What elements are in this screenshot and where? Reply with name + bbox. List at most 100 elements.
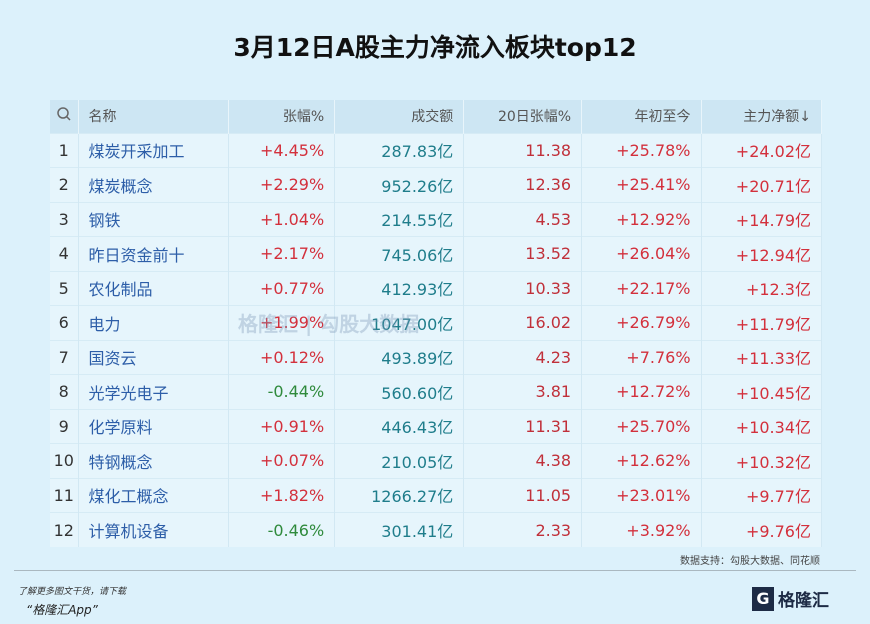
20d-change-cell: 13.52 <box>463 236 583 271</box>
rank-cell: 10 <box>50 443 79 478</box>
net-inflow-cell: +24.02亿 <box>701 132 823 168</box>
20d-change-cell: 4.23 <box>463 339 583 375</box>
col-ytd[interactable]: 年初至今 <box>581 100 702 133</box>
table-row[interactable]: 12 计算机设备 -0.46% 301.41亿 2.33 +3.92% +9.76亿 <box>50 512 823 547</box>
20d-change-cell: 4.53 <box>463 201 583 237</box>
rank-cell: 7 <box>50 339 79 375</box>
name-cell: 电力 <box>78 305 229 340</box>
name-cell: 国资云 <box>78 339 229 375</box>
ytd-cell: +12.72% <box>581 374 702 409</box>
rank-cell: 9 <box>50 408 79 444</box>
change-cell: -0.44% <box>228 374 336 409</box>
turnover-cell: 214.55亿 <box>334 201 465 237</box>
net-inflow-cell: +12.3亿 <box>701 270 823 306</box>
data-source: 数据支持：勾股大数据、同花顺 <box>680 556 820 567</box>
turnover-cell: 287.83亿 <box>334 132 465 168</box>
ytd-cell: +26.79% <box>581 305 702 340</box>
name-cell: 煤炭开采加工 <box>78 132 229 168</box>
page-title: 3月12日A股主力净流入板块top12 <box>233 33 637 62</box>
turnover-cell: 952.26亿 <box>334 167 465 202</box>
search-icon[interactable] <box>50 100 79 133</box>
col-20d-change[interactable]: 20日张幅% <box>463 100 583 133</box>
sector-table: 名称 张幅% 成交额 20日张幅% 年初至今 主力净额↓ 1 煤炭开采加工 +4.4… <box>50 100 823 547</box>
20d-change-cell: 12.36 <box>463 167 583 202</box>
20d-change-cell: 10.33 <box>463 270 583 306</box>
table-row[interactable]: 11 煤化工概念 +1.82% 1266.27亿 11.05 +23.01% +9.77亿 <box>50 477 823 513</box>
ytd-cell: +25.70% <box>581 408 702 444</box>
net-inflow-cell: +9.76亿 <box>701 512 823 547</box>
rank-cell: 11 <box>50 477 79 513</box>
name-cell: 煤炭概念 <box>78 167 229 202</box>
net-inflow-cell: +11.79亿 <box>701 305 823 340</box>
rank-cell: 8 <box>50 374 79 409</box>
watermark: 格隆汇 | 勾股大数据 <box>238 312 420 336</box>
net-inflow-cell: +10.45亿 <box>701 374 823 409</box>
20d-change-cell: 11.31 <box>463 408 583 444</box>
table-row[interactable]: 8 光学光电子 -0.44% 560.60亿 3.81 +12.72% +10.45亿 <box>50 374 823 409</box>
net-inflow-cell: +14.79亿 <box>701 201 823 237</box>
ytd-cell: +12.62% <box>581 443 702 478</box>
change-cell: +0.12% <box>228 339 336 375</box>
promo-text: 了解更多图文干货，请下载 <box>18 587 127 597</box>
20d-change-cell: 16.02 <box>463 305 583 340</box>
change-cell: +2.17% <box>228 236 336 271</box>
col-net-inflow[interactable]: 主力净额↓ <box>701 100 823 133</box>
net-inflow-cell: +10.32亿 <box>701 443 823 478</box>
table-header: 名称 张幅% 成交额 20日张幅% 年初至今 主力净额↓ <box>50 100 823 133</box>
ytd-cell: +25.78% <box>581 132 702 168</box>
20d-change-cell: 11.05 <box>463 477 583 513</box>
table-row[interactable]: 5 农化制品 +0.77% 412.93亿 10.33 +22.17% +12.3亿 <box>50 270 823 306</box>
ytd-cell: +7.76% <box>581 339 702 375</box>
net-inflow-cell: +10.34亿 <box>701 408 823 444</box>
name-cell: 计算机设备 <box>78 512 229 547</box>
table-row[interactable]: 2 煤炭概念 +2.29% 952.26亿 12.36 +25.41% +20.71亿 <box>50 167 823 202</box>
col-name[interactable]: 名称 <box>78 100 229 133</box>
table-row[interactable]: 6 电力 +1.99% 1047.00亿 16.02 +26.79% +11.79亿 <box>50 305 823 340</box>
rank-cell: 12 <box>50 512 79 547</box>
change-cell: +0.91% <box>228 408 336 444</box>
table-row[interactable]: 7 国资云 +0.12% 493.89亿 4.23 +7.76% +11.33亿 <box>50 339 823 375</box>
turnover-cell: 560.60亿 <box>334 374 465 409</box>
net-inflow-cell: +12.94亿 <box>701 236 823 271</box>
rank-cell: 5 <box>50 270 79 306</box>
change-cell: +2.29% <box>228 167 336 202</box>
ytd-cell: +22.17% <box>581 270 702 306</box>
net-inflow-cell: +11.33亿 <box>701 339 823 375</box>
name-cell: 化学原料 <box>78 408 229 444</box>
logo-icon: G <box>752 586 774 611</box>
change-cell: +0.77% <box>228 270 336 306</box>
name-cell: 光学光电子 <box>78 374 229 409</box>
20d-change-cell: 3.81 <box>463 374 583 409</box>
table-row[interactable]: 9 化学原料 +0.91% 446.43亿 11.31 +25.70% +10.34亿 <box>50 408 823 444</box>
table-row[interactable]: 4 昨日资金前十 +2.17% 745.06亿 13.52 +26.04% +12.94亿 <box>50 236 823 271</box>
ytd-cell: +3.92% <box>581 512 702 547</box>
change-cell: +1.99% <box>228 305 336 340</box>
20d-change-cell: 2.33 <box>463 512 583 547</box>
table-row[interactable]: 10 特钢概念 +0.07% 210.05亿 4.38 +12.62% +10.32亿 <box>50 443 823 478</box>
rank-cell: 1 <box>50 132 79 168</box>
turnover-cell: 210.05亿 <box>334 443 465 478</box>
20d-change-cell: 4.38 <box>463 443 583 478</box>
table-row[interactable]: 1 煤炭开采加工 +4.45% 287.83亿 11.38 +25.78% +24.02亿 <box>50 132 823 168</box>
table-row[interactable]: 3 钢铁 +1.04% 214.55亿 4.53 +12.92% +14.79亿 <box>50 201 823 237</box>
col-turnover[interactable]: 成交额 <box>334 100 465 133</box>
brand-logo: G 格隆汇 <box>752 586 829 611</box>
logo-text: 格隆汇 <box>778 591 829 611</box>
turnover-cell: 493.89亿 <box>334 339 465 375</box>
ytd-cell: +26.04% <box>581 236 702 271</box>
ytd-cell: +12.92% <box>581 201 702 237</box>
rank-cell: 2 <box>50 167 79 202</box>
change-cell: +1.04% <box>228 201 336 237</box>
rank-cell: 6 <box>50 305 79 340</box>
turnover-cell: 412.93亿 <box>334 270 465 306</box>
20d-change-cell: 11.38 <box>463 132 583 168</box>
rank-cell: 4 <box>50 236 79 271</box>
col-change[interactable]: 张幅% <box>228 100 336 133</box>
net-inflow-cell: +20.71亿 <box>701 167 823 202</box>
turnover-cell: 446.43亿 <box>334 408 465 444</box>
name-cell: 煤化工概念 <box>78 477 229 513</box>
turnover-cell: 745.06亿 <box>334 236 465 271</box>
turnover-cell: 1047.00亿 <box>334 305 465 340</box>
turnover-cell: 301.41亿 <box>334 512 465 547</box>
divider <box>14 570 856 571</box>
